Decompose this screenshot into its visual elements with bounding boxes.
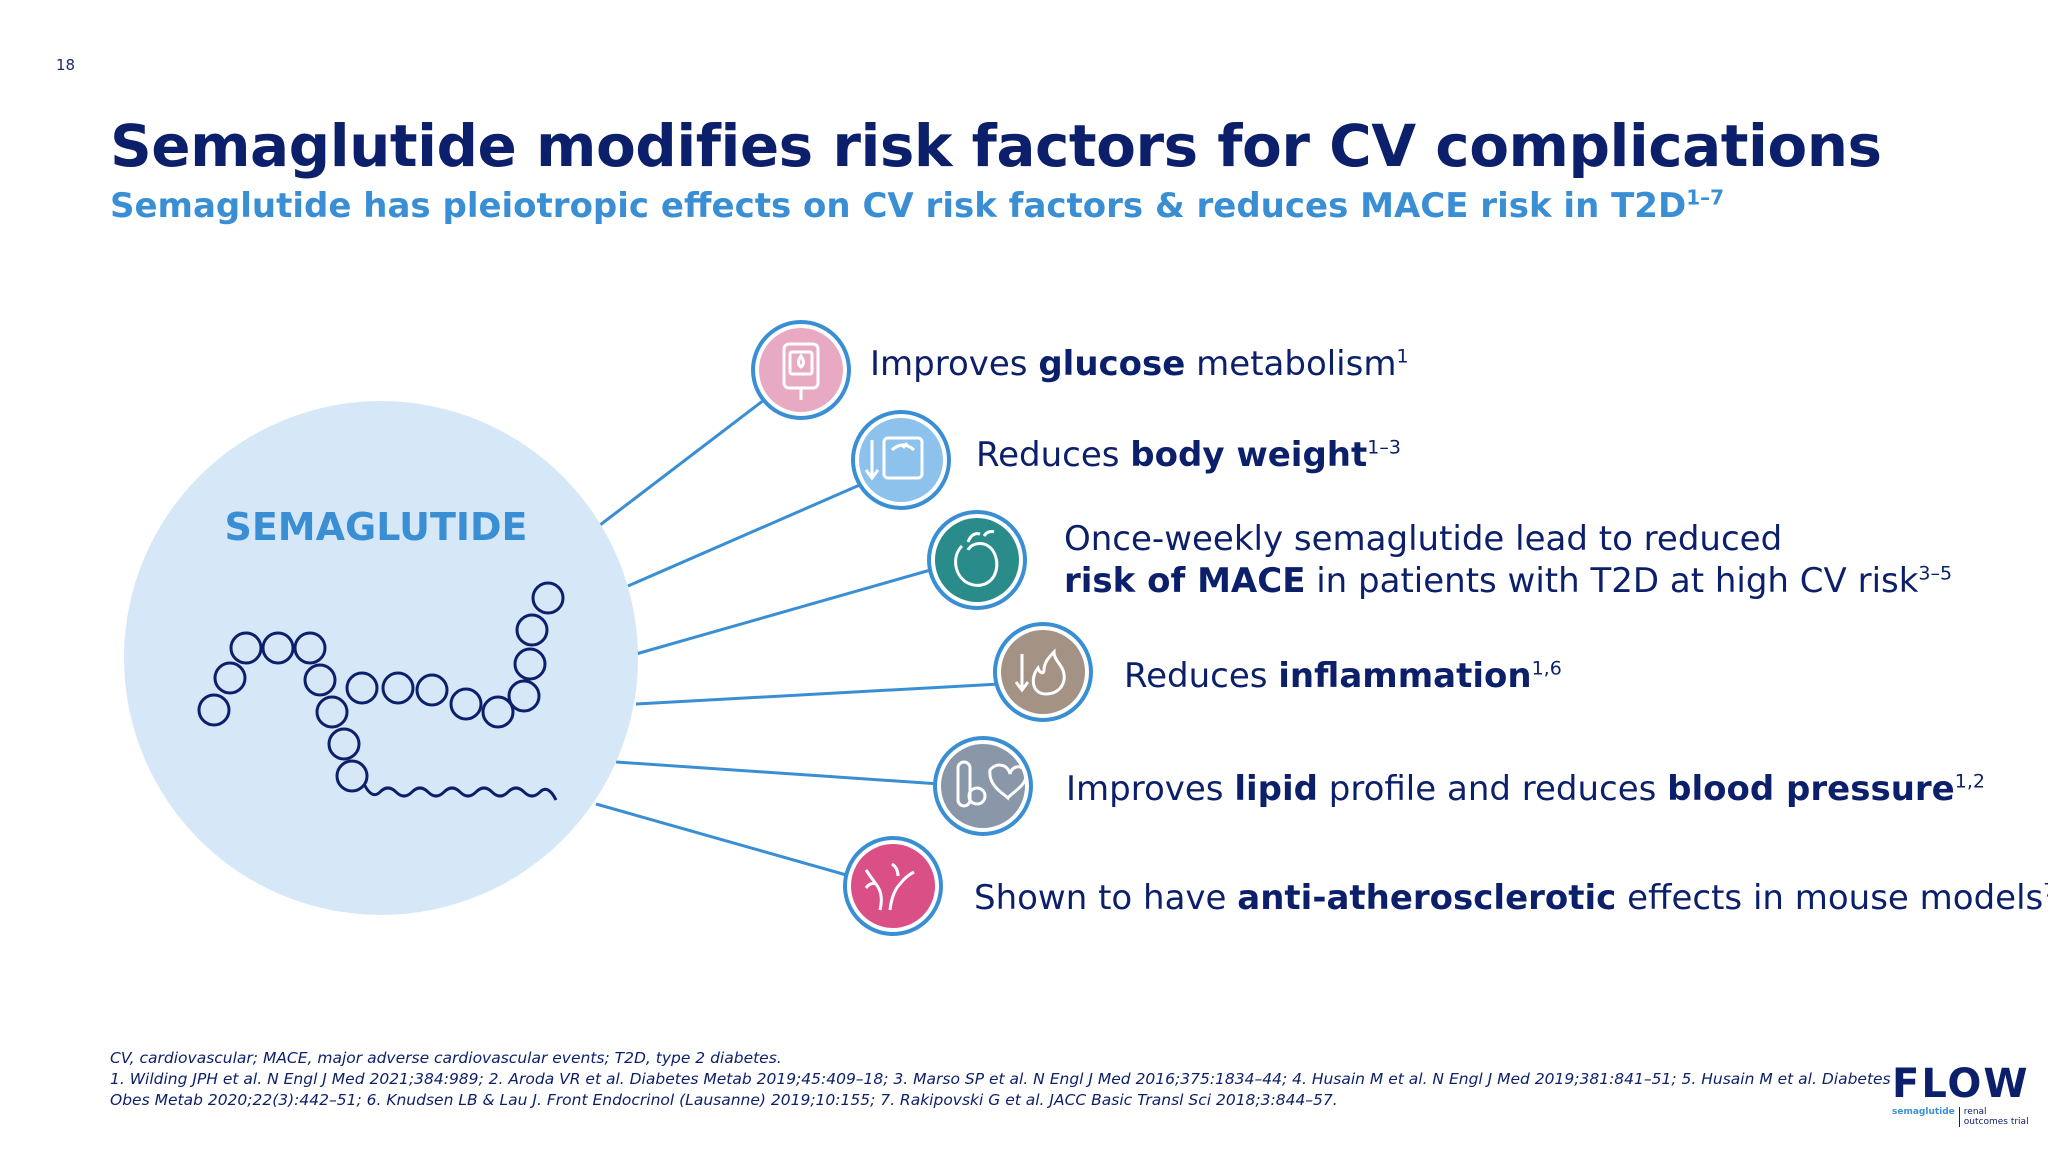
icon-body-weight (851, 410, 951, 510)
icon-inflammation (993, 622, 1093, 722)
flow-logo: FLOW semaglutide renal outcomes trial (1892, 1064, 2030, 1127)
item-lipid-bp: Improves lipid profile and reduces blood… (1066, 769, 1985, 809)
footnote-references-2: Obes Metab 2020;22(3):442–51; 6. Knudsen… (110, 1091, 1338, 1109)
footnotes: CV, cardiovascular; MACE, major adverse … (110, 1048, 1891, 1111)
icon-lipid-bp (933, 736, 1033, 836)
icon-mace (927, 510, 1027, 610)
semaglutide-circle (124, 401, 638, 915)
icon-atherosclerosis (843, 836, 943, 936)
logo-tagline: renal outcomes trial (1958, 1107, 2029, 1127)
item-mace: Once-weekly semaglutide lead to reduced r… (1064, 519, 1953, 601)
connector-line-2 (627, 482, 863, 588)
footnote-abbreviations: CV, cardiovascular; MACE, major adverse … (110, 1049, 782, 1067)
connector-lines (595, 398, 1001, 878)
peptide-chain-icon (197, 581, 565, 801)
logo-brand: semaglutide (1892, 1107, 1955, 1117)
item-anti-atherosclerotic: Shown to have anti-atherosclerotic effec… (974, 878, 2048, 918)
logo-word: FLOW (1892, 1061, 2030, 1107)
logo-tagline-line2: outcomes trial (1963, 1117, 2029, 1127)
connector-line-4 (635, 682, 1001, 706)
subtitle-sup: 1–7 (1686, 185, 1725, 210)
connector-line-5 (615, 760, 941, 786)
item-glucose: Improves glucose metabolism1 (870, 344, 1409, 384)
logo-tagline-line1: renal (1963, 1107, 1987, 1117)
slide-title: Semaglutide modifies risk factors for CV… (110, 112, 1882, 180)
icon-glucose (751, 320, 851, 420)
connector-line-1 (599, 398, 765, 527)
slide-number: 18 (56, 56, 76, 74)
semaglutide-label: SEMAGLUTIDE (224, 505, 527, 549)
connector-line-6 (595, 802, 851, 878)
item-body-weight: Reduces body weight1–3 (976, 435, 1401, 475)
item-inflammation: Reduces inflammation1,6 (1124, 656, 1562, 696)
logo-sub: semaglutide renal outcomes trial (1892, 1107, 2030, 1127)
connector-line-3 (635, 567, 935, 656)
subtitle-text: Semaglutide has pleiotropic effects on C… (110, 186, 1687, 226)
slide-subtitle: Semaglutide has pleiotropic effects on C… (110, 186, 1724, 226)
footnote-references-1: 1. Wilding JPH et al. N Engl J Med 2021;… (110, 1070, 1891, 1088)
